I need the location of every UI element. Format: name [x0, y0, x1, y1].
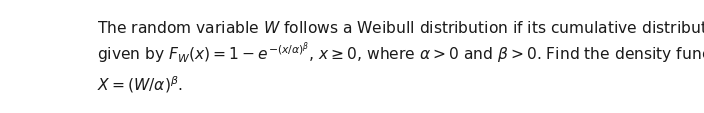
Text: The random variable $W$ follows a Weibull distribution if its cumulative distrib: The random variable $W$ follows a Weibul… [96, 20, 704, 36]
Text: given by $F_W(x) = 1 - e^{-(x/\alpha)^\beta}$, $x \geq 0$, where $\alpha > 0$ an: given by $F_W(x) = 1 - e^{-(x/\alpha)^\b… [96, 40, 704, 66]
Text: $X = (W/\alpha)^\beta$.: $X = (W/\alpha)^\beta$. [96, 73, 183, 94]
